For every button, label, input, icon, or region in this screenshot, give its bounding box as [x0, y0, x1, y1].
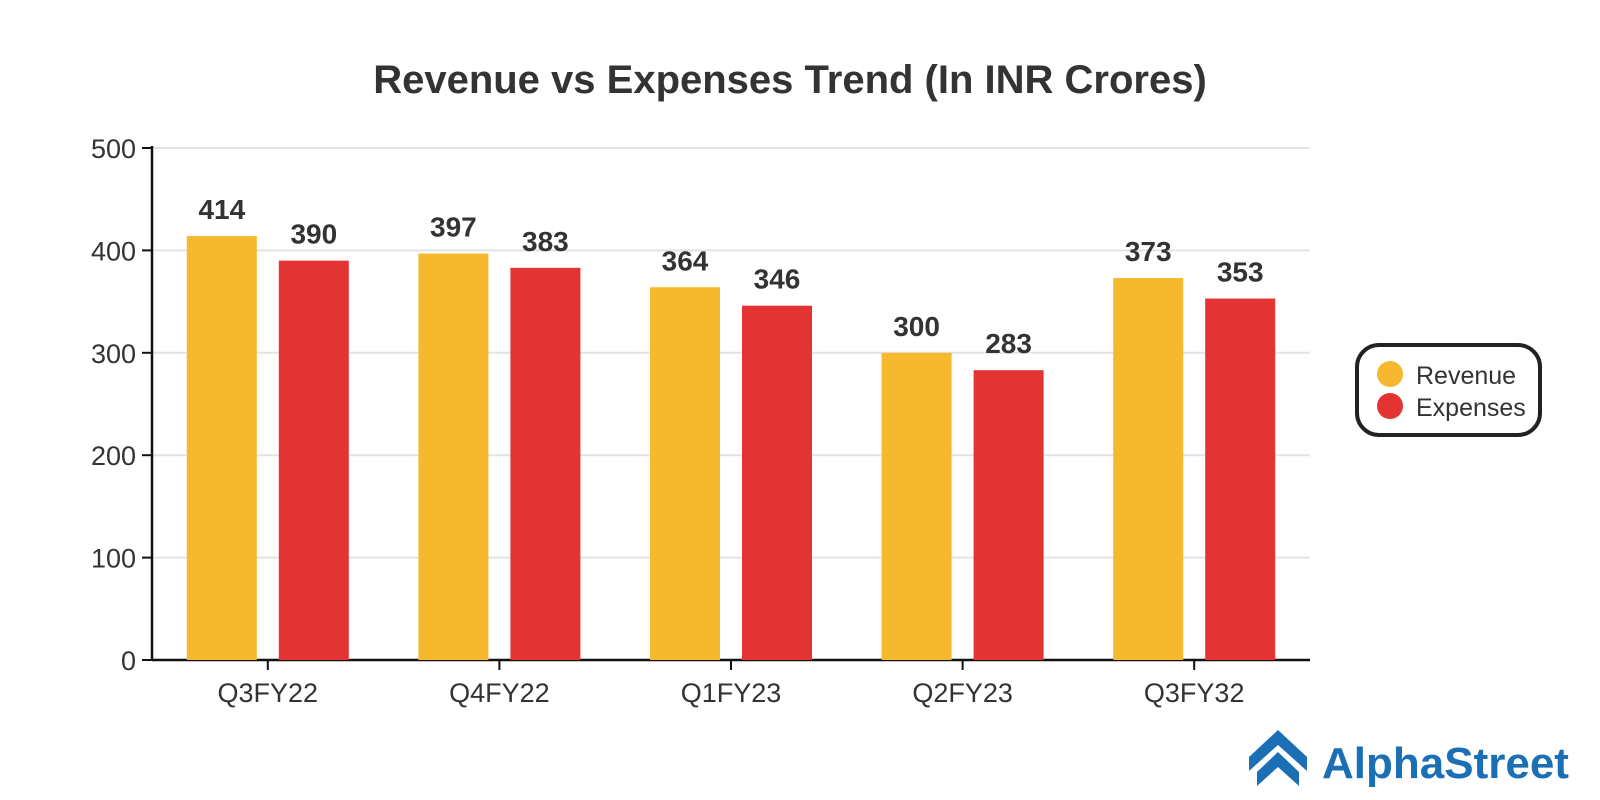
- bar-expenses-q1fy23: [742, 305, 812, 660]
- data-label-expenses-q4fy22: 383: [522, 226, 569, 257]
- data-labels: 414 390 397 383 364 346 300 283 373 353: [198, 194, 1263, 359]
- legend-box: [1355, 343, 1542, 437]
- data-label-revenue-q2fy23: 300: [893, 311, 940, 342]
- legend-label-revenue: Revenue: [1416, 362, 1516, 390]
- data-label-expenses-q3fy22: 390: [290, 219, 337, 250]
- bar-expenses-q3fy32: [1205, 298, 1276, 660]
- bar-revenue-q4fy22: [418, 253, 489, 661]
- bar-revenue-q2fy23: [881, 352, 952, 660]
- y-tick-label: 500: [91, 134, 136, 164]
- data-label-expenses-q1fy23: 346: [754, 264, 801, 295]
- data-label-expenses-q3fy32: 353: [1217, 257, 1264, 288]
- bar-revenue-q3fy22: [186, 236, 257, 660]
- legend-swatch-revenue: [1377, 361, 1403, 387]
- legend-label-expenses: Expenses: [1416, 394, 1526, 422]
- x-tick-labels: Q3FY22 Q4FY22 Q1FY23 Q2FY23 Q3FY32: [218, 678, 1245, 708]
- brand-logo: AlphaStreet: [1249, 730, 1569, 788]
- y-tick-label: 0: [121, 646, 136, 676]
- alphastreet-logo-icon: [1249, 730, 1307, 786]
- legend: Revenue Expenses: [1355, 343, 1542, 437]
- x-tick-label: Q2FY23: [912, 678, 1013, 708]
- y-tick-label: 300: [91, 339, 136, 369]
- x-tick-label: Q4FY22: [449, 678, 550, 708]
- data-label-revenue-q3fy32: 373: [1125, 236, 1172, 267]
- y-tick-label: 200: [91, 441, 136, 471]
- bar-revenue-q3fy32: [1113, 278, 1184, 660]
- data-label-expenses-q2fy23: 283: [985, 328, 1032, 359]
- y-tick-label: 100: [91, 544, 136, 574]
- y-tick-label: 400: [91, 236, 136, 266]
- bars: [186, 236, 1276, 661]
- bar-expenses-q2fy23: [973, 370, 1044, 660]
- bar-revenue-q1fy23: [650, 287, 720, 660]
- chart-title: Revenue vs Expenses Trend (In INR Crores…: [373, 58, 1207, 102]
- data-label-revenue-q1fy23: 364: [662, 245, 709, 276]
- bar-expenses-q3fy22: [278, 260, 349, 660]
- brand-name: AlphaStreet: [1322, 739, 1569, 788]
- x-tick-label: Q3FY32: [1144, 678, 1245, 708]
- x-tick-label: Q1FY23: [681, 678, 782, 708]
- legend-swatch-expenses: [1377, 393, 1403, 419]
- x-tick-label: Q3FY22: [218, 678, 319, 708]
- data-label-revenue-q3fy22: 414: [198, 194, 245, 225]
- bar-expenses-q4fy22: [510, 267, 581, 660]
- data-label-revenue-q4fy22: 397: [430, 211, 477, 242]
- y-tick-labels: 0 100 200 300 400 500: [91, 134, 136, 676]
